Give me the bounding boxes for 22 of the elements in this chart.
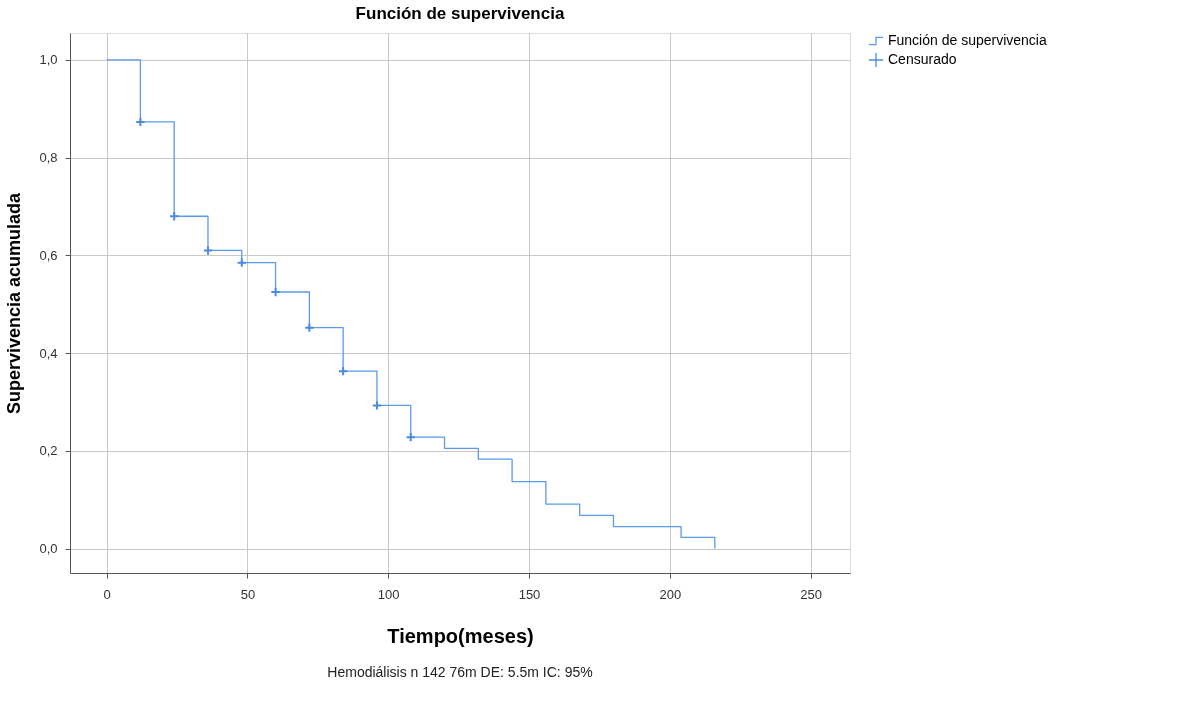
y-tick-label: 0,6 — [39, 247, 58, 263]
text: Hemodiálisis n 142 76m DE: 5.5m IC: 95% — [327, 664, 593, 680]
point — [202, 245, 214, 256]
y-axis-title: Supervivencia acumulada — [4, 191, 25, 415]
y-tick-label: 0,8 — [39, 150, 58, 166]
y-tick-label: 0,4 — [39, 345, 58, 361]
x-axis-title: Tiempo(meses) — [387, 624, 534, 647]
point — [270, 286, 281, 298]
y-tick-label: 0,2 — [39, 443, 58, 459]
x-tick-label: 50 — [240, 586, 256, 602]
legend-label: Censurado — [888, 51, 957, 67]
y-tick-label: 1,0 — [39, 52, 58, 68]
x-tick-label: 0 — [103, 586, 111, 602]
x-tick-label: 150 — [518, 586, 541, 602]
x-tick-label: 200 — [659, 586, 682, 602]
y-tick-label: 0,0 — [39, 541, 58, 557]
point — [304, 322, 315, 333]
x-tick-label: 100 — [377, 586, 400, 602]
chart-title: Función de supervivencia — [355, 4, 565, 23]
point — [371, 400, 383, 411]
x-tick-label: 250 — [800, 586, 822, 602]
legend-label: Función de supervivencia — [888, 32, 1047, 48]
